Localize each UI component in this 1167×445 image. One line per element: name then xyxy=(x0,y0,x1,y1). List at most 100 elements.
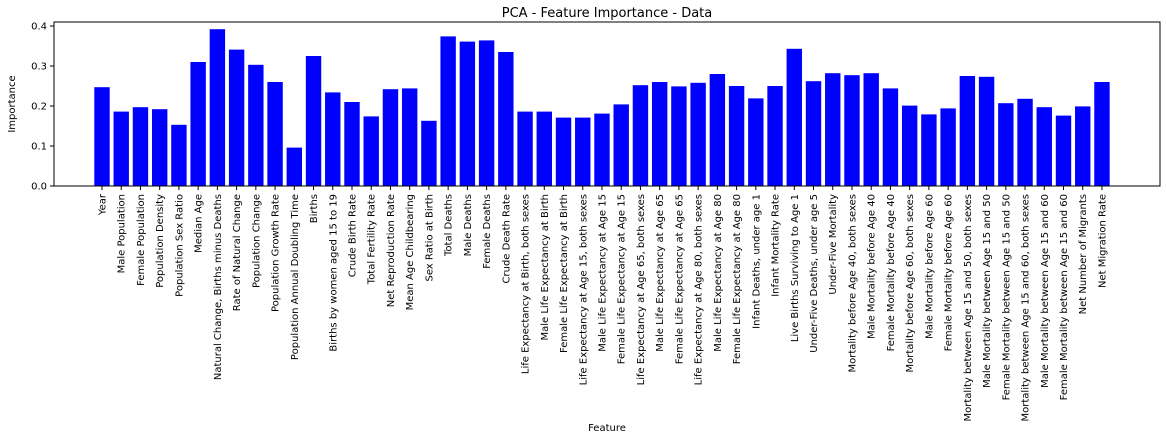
bar xyxy=(805,81,822,186)
x-tick-label: Mortality between Age 15 and 60, both se… xyxy=(1021,194,1032,421)
bar xyxy=(190,62,206,186)
bar xyxy=(536,111,552,186)
x-tick-label: Population Annual Doubling Time xyxy=(290,194,301,360)
bar xyxy=(632,85,649,186)
x-tick-label: Male Mortality before Age 40 xyxy=(867,194,878,339)
x-tick-label: Female Life Expectancy at Age 80 xyxy=(732,194,743,364)
bar xyxy=(575,117,591,186)
bar xyxy=(1017,98,1033,186)
x-tick-label: Sex Ratio at Birth xyxy=(424,194,435,282)
x-tick-label: Female Mortality before Age 60 xyxy=(944,194,955,351)
x-axis-label: Feature xyxy=(588,423,626,434)
bar xyxy=(690,82,706,186)
bar xyxy=(998,103,1014,186)
bar xyxy=(825,73,841,186)
bar xyxy=(228,49,245,186)
bar xyxy=(863,73,879,186)
bar xyxy=(959,76,976,186)
y-tick-label: 0.2 xyxy=(31,102,47,113)
x-tick-label: Mean Age Childbearing xyxy=(405,194,416,310)
bar xyxy=(401,88,418,186)
y-tick-label: 0.0 xyxy=(31,182,47,193)
x-tick-label: Net Migration Rate xyxy=(1097,194,1108,288)
bar xyxy=(651,82,668,186)
bar xyxy=(151,109,168,186)
bar xyxy=(921,114,937,186)
x-tick-label: Infant Deaths, under age 1 xyxy=(751,194,762,329)
x-tick-label: Population Growth Rate xyxy=(271,194,282,312)
bar xyxy=(363,116,379,186)
x-tick-label: Male Life Expectancy at Age 65 xyxy=(655,194,666,352)
x-tick-label: Live Births Surviving to Age 1 xyxy=(790,194,801,342)
x-tick-label: Female Deaths xyxy=(482,194,493,269)
bar xyxy=(498,52,514,186)
bar xyxy=(882,88,899,186)
x-axis: Year Male Population Female Population Popu… xyxy=(98,186,1108,421)
x-tick-label: Births xyxy=(309,194,320,223)
x-tick-label: Female Mortality between Age 15 and 60 xyxy=(1059,194,1070,400)
x-tick-label: Under-Five Deaths, under age 5 xyxy=(809,194,820,353)
bar xyxy=(1036,107,1052,186)
bar xyxy=(286,147,302,186)
x-tick-label: Female Population xyxy=(136,194,147,286)
bar xyxy=(459,41,476,186)
x-tick-label: Crude Birth Rate xyxy=(347,194,358,277)
bar xyxy=(728,86,745,186)
bar xyxy=(440,36,456,187)
bar xyxy=(555,117,572,186)
x-tick-label: Life Expectancy at Age 80, both sexes xyxy=(694,194,705,385)
x-tick-label: Male Mortality before Age 60 xyxy=(924,194,935,339)
bar xyxy=(767,86,783,186)
bar xyxy=(171,124,187,186)
x-tick-label: Female Mortality between Age 15 and 50 xyxy=(1001,194,1012,400)
x-tick-label: Under-Five Mortality xyxy=(828,194,839,295)
x-tick-label: Female Life Expectancy at Age 15 xyxy=(617,194,628,364)
bar xyxy=(1094,82,1110,186)
bars-group xyxy=(94,29,1110,187)
bar xyxy=(209,29,226,187)
x-tick-label: Male Deaths xyxy=(463,194,474,256)
x-tick-label: Natural Change, Births minus Deaths xyxy=(213,194,224,380)
x-tick-label: Median Age xyxy=(194,194,205,253)
x-tick-label: Male Population xyxy=(117,194,128,273)
x-tick-label: Net Reproduction Rate xyxy=(386,194,397,307)
bar xyxy=(132,107,149,186)
x-tick-label: Female Life Expectancy at Birth xyxy=(559,194,570,353)
bar xyxy=(901,105,918,186)
x-tick-label: Mortality between Age 15 and 50, both se… xyxy=(963,194,974,421)
bar xyxy=(613,104,629,186)
x-tick-label: Female Life Expectancy at Age 65 xyxy=(674,194,685,364)
x-tick-label: Male Mortality between Age 15 and 60 xyxy=(1040,194,1051,388)
x-tick-label: Mortality before Age 60, both sexes xyxy=(905,194,916,373)
x-tick-label: Infant Mortality Rate xyxy=(771,194,782,297)
bar xyxy=(113,111,129,186)
bar xyxy=(671,86,687,186)
x-tick-label: Male Life Expectancy at Age 15 xyxy=(597,194,608,352)
x-tick-label: Births by women aged 15 to 19 xyxy=(328,194,339,352)
bar xyxy=(421,120,437,186)
bar xyxy=(748,98,764,186)
y-axis-label: Importance xyxy=(7,75,18,132)
x-tick-label: Population Change xyxy=(251,194,262,288)
x-tick-label: Population Sex Ratio xyxy=(174,194,185,297)
bar xyxy=(517,111,533,186)
x-tick-label: Life Expectancy at Age 15, both sexes xyxy=(578,194,589,385)
bar xyxy=(94,87,110,186)
bar xyxy=(786,48,802,186)
chart-title: PCA - Feature Importance - Data xyxy=(502,6,713,21)
y-tick-label: 0.1 xyxy=(31,142,47,153)
bar xyxy=(1075,106,1091,186)
x-tick-label: Male Life Expectancy at Age 80 xyxy=(713,194,724,352)
x-tick-label: Life Expectancy at Birth, both sexes xyxy=(521,194,532,374)
plot-frame xyxy=(53,21,1161,187)
bar xyxy=(844,75,860,186)
bar xyxy=(325,92,341,186)
x-tick-label: Crude Death Rate xyxy=(501,194,512,283)
bar xyxy=(248,64,264,186)
bar xyxy=(709,74,726,186)
y-tick-label: 0.4 xyxy=(31,22,47,33)
bar xyxy=(305,56,322,186)
x-tick-label: Net Number of Migrants xyxy=(1078,194,1089,314)
